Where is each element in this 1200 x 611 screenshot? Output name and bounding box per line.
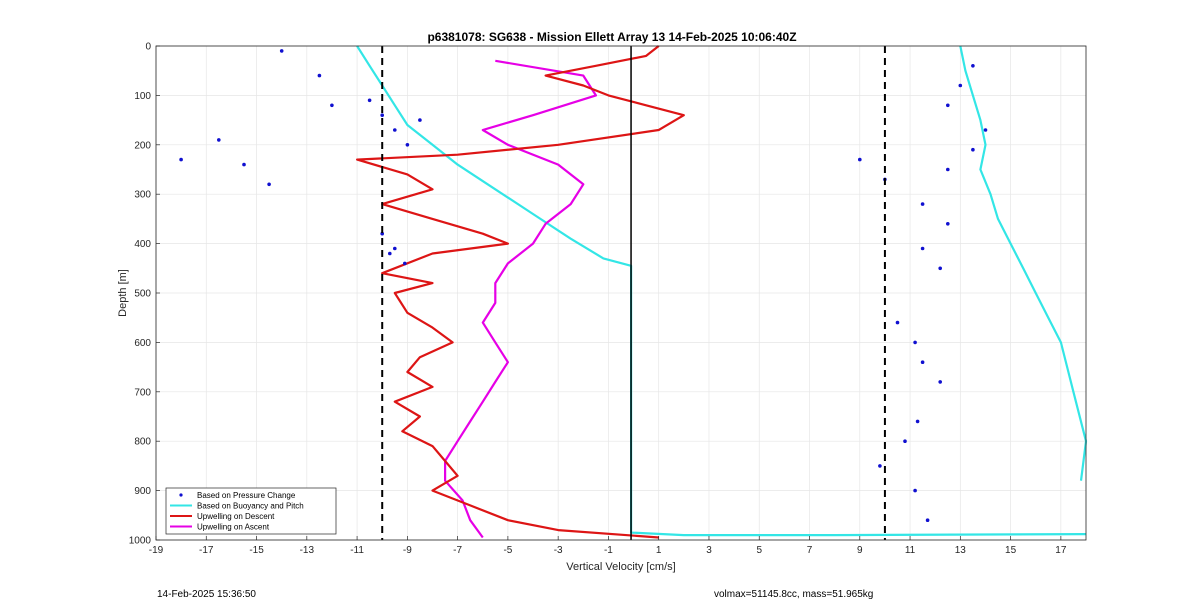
y-axis-label: Depth [m] bbox=[117, 269, 129, 317]
legend-box bbox=[165, 487, 337, 535]
x-tick-label: -3 bbox=[554, 545, 563, 556]
pressure-point bbox=[958, 83, 963, 88]
footer-timestamp: 14-Feb-2025 15:36:50 bbox=[157, 589, 256, 600]
x-tick-label: -17 bbox=[199, 545, 214, 556]
y-tick-label: 400 bbox=[134, 239, 151, 250]
y-tick-label: 1000 bbox=[129, 536, 152, 547]
x-tick-label: 7 bbox=[807, 545, 813, 556]
pressure-point bbox=[920, 246, 925, 251]
y-tick-label: 100 bbox=[134, 91, 151, 102]
pressure-point bbox=[858, 157, 862, 162]
legend-label: Upwelling on Descent bbox=[197, 512, 275, 521]
ticks: -19 -17 -15 -13 -11 -9 -7 -5 -3 -1 1 3 5 7 9 11 13 15 1701… bbox=[129, 42, 1067, 557]
x-tick-label: -5 bbox=[503, 545, 512, 556]
legend-label: Upwelling on Ascent bbox=[197, 523, 270, 532]
y-tick-label: 200 bbox=[134, 140, 151, 151]
x-tick-label: 15 bbox=[1005, 545, 1017, 556]
y-tick-label: 0 bbox=[145, 42, 151, 53]
x-tick-label: -7 bbox=[453, 545, 462, 556]
pressure-point bbox=[895, 320, 900, 325]
pressure-point bbox=[971, 147, 975, 152]
pressure-point bbox=[242, 162, 246, 167]
y-tick-label: 600 bbox=[134, 338, 151, 349]
series-line-1 bbox=[356, 45, 1087, 537]
x-axis-label: Vertical Velocity [cm/s] bbox=[566, 561, 675, 573]
y-tick-label: 300 bbox=[134, 190, 151, 201]
x-tick-label: 1 bbox=[656, 545, 662, 556]
pressure-point bbox=[388, 251, 392, 256]
pressure-point bbox=[330, 103, 334, 108]
pressure-point bbox=[267, 182, 271, 187]
pressure-point bbox=[279, 49, 284, 53]
legend-label: Based on Pressure Change bbox=[197, 491, 296, 500]
pressure-point bbox=[920, 202, 925, 206]
pressure-point bbox=[946, 103, 950, 108]
y-tick-label: 700 bbox=[134, 387, 151, 398]
series-layer bbox=[179, 45, 1088, 540]
x-tick-label: 5 bbox=[756, 545, 762, 556]
pressure-point bbox=[405, 143, 410, 147]
pressure-point bbox=[380, 113, 385, 117]
series-line-3 bbox=[356, 45, 685, 539]
legend-label: Based on Buoyancy and Pitch bbox=[197, 502, 304, 511]
chart-title: p6381078: SG638 - Mission Ellett Array 1… bbox=[427, 30, 796, 44]
x-tick-label: 17 bbox=[1055, 545, 1067, 556]
series-line-2 bbox=[959, 45, 1088, 481]
x-tick-label: 9 bbox=[857, 545, 863, 556]
pressure-point bbox=[983, 128, 988, 132]
pressure-point bbox=[878, 464, 882, 468]
y-tick-label: 800 bbox=[134, 437, 151, 448]
x-tick-label: -13 bbox=[300, 545, 315, 556]
pressure-point bbox=[217, 138, 221, 142]
x-tick-label: 13 bbox=[955, 545, 967, 556]
pressure-point bbox=[971, 64, 975, 68]
legend: Based on Pressure Change Based on Buoyanc… bbox=[165, 487, 337, 535]
footer-info: volmax=51145.8cc, mass=51.965kg bbox=[714, 589, 874, 600]
pressure-point bbox=[393, 246, 397, 251]
pressure-point bbox=[317, 73, 322, 78]
pressure-point bbox=[403, 261, 407, 266]
pressure-point bbox=[367, 98, 372, 103]
y-tick-label: 900 bbox=[134, 486, 151, 497]
legend-swatch bbox=[179, 493, 183, 497]
series-line-4 bbox=[444, 59, 598, 539]
pressure-point bbox=[946, 167, 950, 172]
pressure-point bbox=[938, 266, 942, 271]
pressure-point bbox=[418, 118, 422, 122]
pressure-point bbox=[920, 360, 925, 365]
x-tick-label: -19 bbox=[149, 545, 164, 556]
pressure-point bbox=[913, 340, 917, 345]
pressure-point bbox=[925, 518, 930, 522]
pressure-point bbox=[915, 419, 920, 424]
pressure-point bbox=[913, 488, 917, 493]
pressure-point bbox=[946, 222, 950, 226]
x-tick-label: -1 bbox=[604, 545, 613, 556]
pressure-point bbox=[903, 439, 907, 444]
x-tick-label: 11 bbox=[905, 545, 916, 556]
pressure-point bbox=[393, 128, 397, 132]
x-tick-label: -11 bbox=[350, 545, 364, 556]
y-tick-label: 500 bbox=[134, 289, 151, 300]
pressure-point bbox=[938, 380, 942, 384]
x-tick-label: -15 bbox=[249, 545, 264, 556]
x-tick-label: 3 bbox=[706, 545, 712, 556]
pressure-point bbox=[179, 157, 183, 162]
x-tick-label: -9 bbox=[403, 545, 412, 556]
